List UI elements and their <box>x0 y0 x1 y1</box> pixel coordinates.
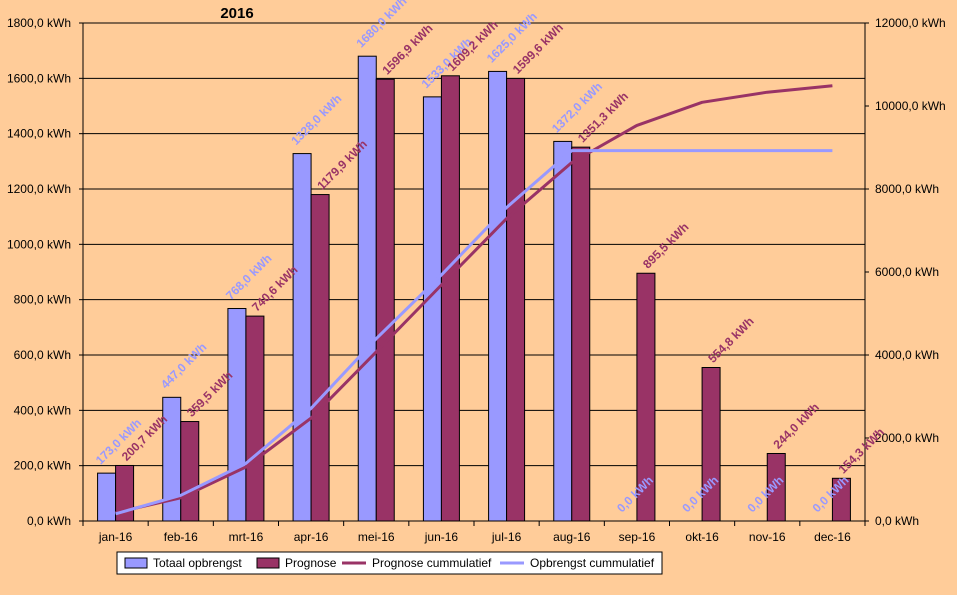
y-left-tick-label: 0,0 kWh <box>27 514 71 528</box>
bar-totaal-opbrengst <box>292 153 312 522</box>
y-right-tick-label: 4000,0 kWh <box>875 348 939 362</box>
y-left-tick-label: 800,0 kWh <box>14 293 71 307</box>
y-right-tick-label: 8000,0 kWh <box>875 182 939 196</box>
bar-prognose <box>375 78 395 522</box>
x-tick-label: jun-16 <box>424 530 459 544</box>
legend-label: Opbrengst cummulatief <box>530 556 655 570</box>
x-tick-label: okt-16 <box>685 530 719 544</box>
bar-totaal-opbrengst <box>422 96 442 522</box>
y-right-tick-label: 12000,0 kWh <box>875 16 946 30</box>
line-opbrengst-cummulatief <box>115 149 833 516</box>
legend-label: Prognose <box>285 556 337 570</box>
legend-box <box>116 551 663 575</box>
bar-prognose <box>245 315 265 522</box>
y-left-tick-label: 200,0 kWh <box>14 459 71 473</box>
y-right-tick-label: 10000,0 kWh <box>875 99 946 113</box>
y-left-tick-label: 1600,0 kWh <box>7 71 71 85</box>
y-left-tick-label: 1000,0 kWh <box>7 237 71 251</box>
y-right-tick-label: 0,0 kWh <box>875 514 919 528</box>
y-left-tick-label: 1400,0 kWh <box>7 127 71 141</box>
bar-totaal-opbrengst <box>488 70 508 522</box>
bar-prognose <box>310 194 330 522</box>
legend-label: Totaal opbrengst <box>153 556 242 570</box>
y-right-tick-label: 2000,0 kWh <box>875 431 939 445</box>
x-tick-label: jan-16 <box>98 530 133 544</box>
plot-area <box>83 23 865 521</box>
bar-totaal-opbrengst <box>553 140 573 522</box>
legend-swatch <box>256 557 280 569</box>
bar-totaal-opbrengst <box>357 55 377 522</box>
bar-prognose <box>571 146 591 522</box>
bar-totaal-opbrengst <box>97 472 117 522</box>
x-tick-label: sep-16 <box>619 530 656 544</box>
bar-totaal-opbrengst <box>227 308 247 522</box>
legend-label: Prognose cummulatief <box>372 556 492 570</box>
bar-prognose <box>440 75 460 522</box>
y-left-tick-label: 1200,0 kWh <box>7 182 71 196</box>
x-tick-label: nov-16 <box>749 530 786 544</box>
y-right-tick-label: 6000,0 kWh <box>875 265 939 279</box>
x-tick-label: feb-16 <box>164 530 198 544</box>
bar-prognose <box>180 421 200 522</box>
line-prognose-cummulatief <box>115 84 833 515</box>
chart-title: 2016 <box>220 5 253 22</box>
y-left-tick-label: 600,0 kWh <box>14 348 71 362</box>
bar-prognose <box>506 77 526 522</box>
y-left-tick-label: 1800,0 kWh <box>7 16 71 30</box>
x-tick-label: dec-16 <box>814 530 851 544</box>
y-left-tick-label: 400,0 kWh <box>14 403 71 417</box>
x-tick-label: mei-16 <box>358 530 395 544</box>
x-tick-label: aug-16 <box>553 530 591 544</box>
x-tick-label: mrt-16 <box>229 530 264 544</box>
x-tick-label: apr-16 <box>294 530 329 544</box>
x-tick-label: jul-16 <box>491 530 522 544</box>
legend-swatch <box>124 557 148 569</box>
